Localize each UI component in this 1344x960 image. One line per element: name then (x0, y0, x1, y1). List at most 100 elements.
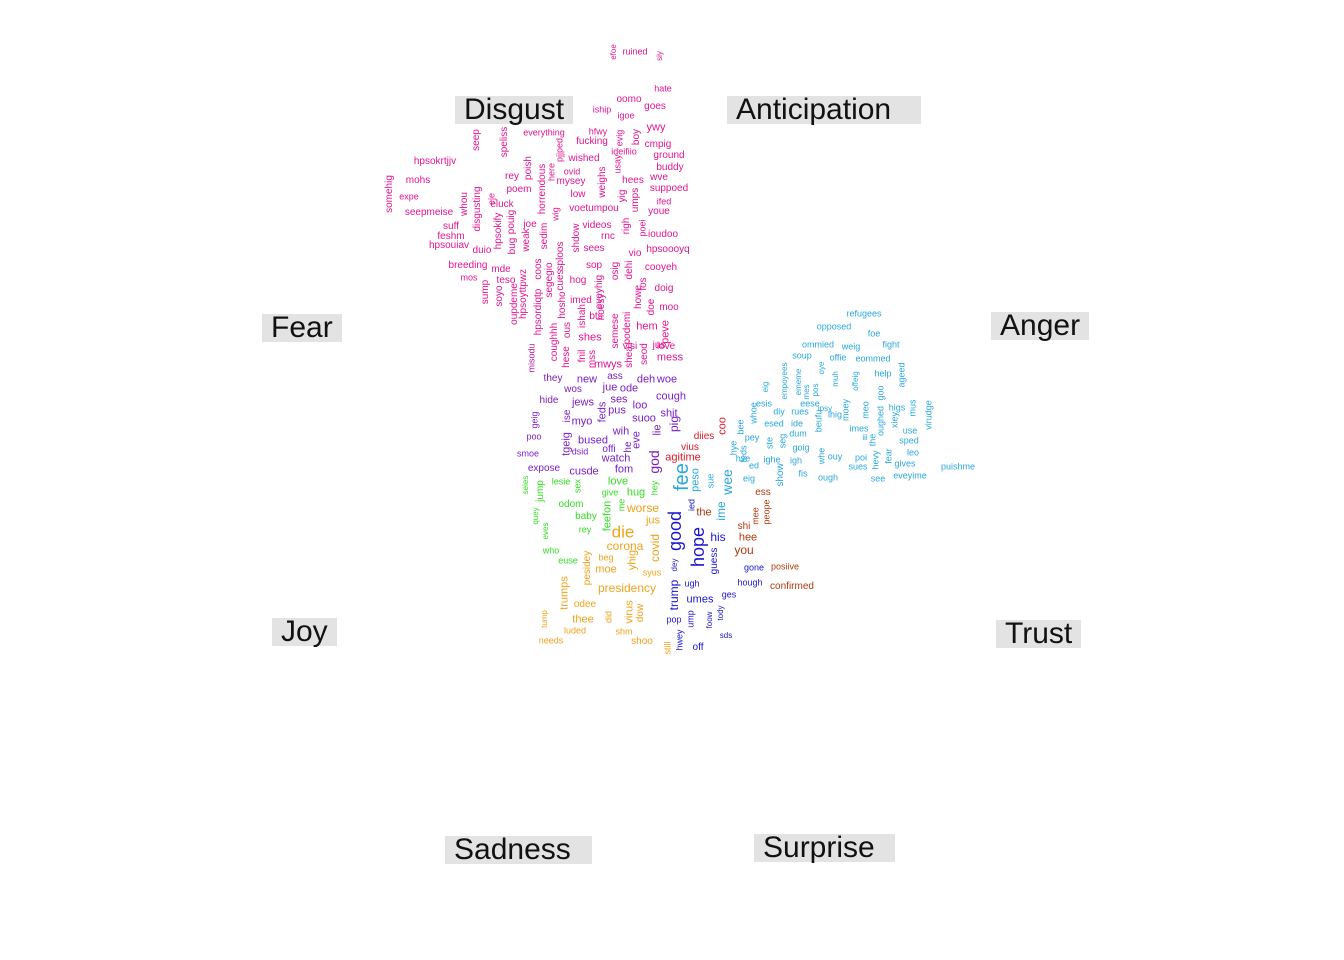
word-disgust: expe (399, 191, 419, 202)
word-joy: seies (521, 475, 530, 495)
word-disgust: sees (583, 243, 605, 254)
word-surprise: confirmed (770, 581, 814, 592)
word-sadness: worse (626, 501, 660, 515)
word-joy: quey (531, 507, 540, 525)
word-surprise: peope (761, 499, 772, 525)
label-disgust: Disgust (455, 95, 574, 125)
word-joy: give (601, 487, 619, 498)
word-disgust: shes (578, 331, 602, 344)
word-disgust: low (570, 189, 586, 200)
word-anticipation: new (576, 373, 598, 386)
word-sadness: trumps (558, 576, 571, 610)
word-disgust: cooyeh (644, 262, 678, 273)
word-joy: lesie (551, 476, 571, 487)
word-anticipation: lie (651, 424, 664, 436)
word-anticipation: fom (614, 463, 634, 476)
word-anticipation: wih (612, 425, 630, 438)
word-disgust: somehig (384, 175, 395, 213)
word-anticipation: smoe (516, 448, 540, 459)
label-fear: Fear (262, 313, 342, 343)
word-trust: off (692, 642, 704, 653)
word-disgust: sedim (539, 222, 550, 250)
word-anger: eig (761, 381, 770, 393)
word-anger: leo (906, 447, 920, 458)
word-disgust: fucking (576, 136, 608, 147)
word-disgust: umps (630, 187, 641, 213)
word-disgust: hpsordiqtp (533, 288, 544, 336)
word-joy: love (607, 475, 629, 488)
word-sadness: syus (642, 567, 662, 578)
word-disgust: teso (496, 275, 516, 286)
word-disgust: mos (460, 272, 478, 283)
word-disgust: mwys (593, 358, 623, 371)
word-surprise: shi (737, 521, 751, 532)
word-disgust: eluck (490, 199, 514, 210)
label-anger: Anger (991, 311, 1090, 341)
word-anger: empoyees (780, 362, 789, 400)
word-trust: trump (667, 579, 681, 611)
word-anger: ommied (801, 339, 835, 350)
word-disgust: suff (443, 221, 459, 232)
word-anger: dum (789, 428, 807, 439)
word-sadness: presidency (597, 581, 657, 595)
word-disgust: igoe (617, 110, 635, 121)
word-anticipation: offi (602, 444, 616, 455)
word-disgust: voetumpou (569, 203, 619, 214)
word-surprise: mee (750, 507, 761, 525)
word-anger: eommed (855, 353, 891, 364)
word-anger: ouy (827, 451, 843, 462)
word-anticipation: myo (571, 415, 593, 428)
word-trust: hope (688, 526, 708, 568)
word-trust: gone (743, 562, 765, 573)
word-anger: ihig (827, 409, 843, 420)
word-anger: use (902, 425, 918, 436)
word-sadness: jus (645, 514, 661, 527)
word-anger: offie (829, 352, 847, 363)
word-anger: soup (792, 350, 812, 361)
word-anticipation: loo (632, 399, 648, 412)
word-anticipation: shit (660, 407, 678, 420)
word-anger: ipsy (817, 404, 833, 413)
word-anger: ough (817, 472, 839, 483)
word-anger: mes (802, 384, 811, 400)
word-anger: goig (792, 442, 810, 453)
word-disgust: mess (656, 351, 684, 364)
word-anticipation: they (543, 373, 563, 384)
word-disgust: poem (506, 184, 532, 195)
word-anticipation: he (623, 441, 634, 453)
word-trust: ges (721, 589, 737, 600)
word-disgust: jus (652, 340, 666, 351)
word-anger: wee (719, 469, 735, 495)
word-disgust: videos (582, 220, 612, 231)
word-disgust: yig (617, 189, 628, 203)
word-trust: hwey (674, 629, 685, 651)
word-disgust: wished (568, 153, 600, 164)
label-sadness: Sadness (445, 835, 592, 865)
word-joy: eves (541, 522, 550, 540)
word-disgust: pouig (506, 209, 517, 235)
word-anticipation: bused (578, 434, 608, 447)
word-mixed: agitime (665, 451, 701, 464)
word-anger: igh (789, 455, 803, 466)
word-disgust: osig (610, 261, 621, 281)
word-disgust: poish (523, 156, 534, 180)
word-anger: ageed (896, 362, 907, 388)
word-sadness: virus (623, 600, 636, 624)
word-sadness: dow (635, 603, 646, 623)
word-disgust: joe (523, 219, 537, 230)
word-anger: meo (860, 401, 871, 419)
word-anger: foe (867, 328, 881, 339)
word-disgust: dehi (624, 260, 635, 280)
word-disgust: breeding (448, 260, 488, 271)
word-anticipation: ode (619, 382, 639, 395)
word-disgust: ovid (563, 166, 581, 177)
word-disgust: coos (533, 258, 544, 280)
word-anger: mus (907, 399, 918, 417)
word-sadness: still (662, 641, 673, 655)
word-joy: euse (558, 555, 578, 566)
word-disgust: ywy (646, 121, 666, 134)
word-anger: oughed (875, 405, 886, 437)
word-surprise: the (696, 506, 712, 519)
word-disgust: ground (653, 150, 685, 161)
